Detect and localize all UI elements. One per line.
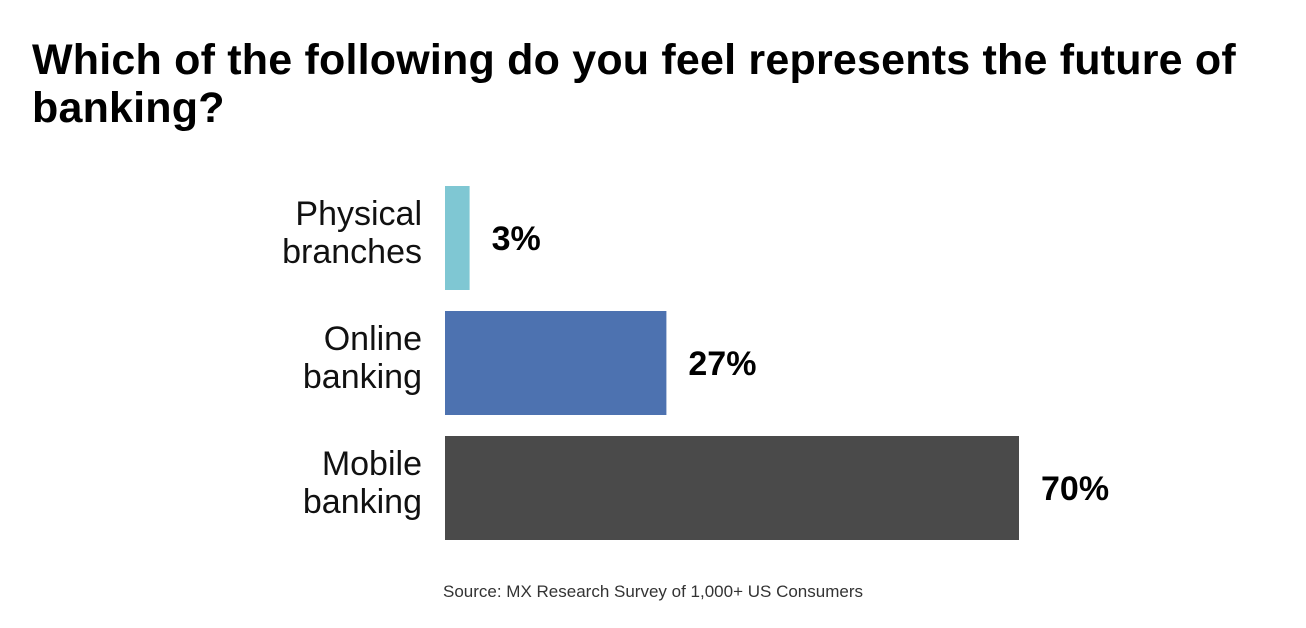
value-label: 3%	[492, 220, 541, 258]
category-label: Mobile banking	[303, 445, 422, 521]
bar-group: Physical branches 3%	[282, 186, 541, 290]
bar	[445, 186, 470, 290]
value-label: 27%	[688, 345, 756, 383]
chart-title: Which of the following do you feel repre…	[32, 36, 1236, 132]
bar	[445, 311, 667, 415]
bar-group: Online banking 27%	[303, 311, 756, 415]
source-note: Source: MX Research Survey of 1,000+ US …	[443, 582, 863, 601]
category-label: Physical branches	[282, 195, 422, 271]
bar	[445, 436, 1019, 540]
value-label: 70%	[1041, 470, 1109, 508]
category-label: Online banking	[303, 320, 422, 396]
bar-group: Mobile banking 70%	[303, 436, 1109, 540]
